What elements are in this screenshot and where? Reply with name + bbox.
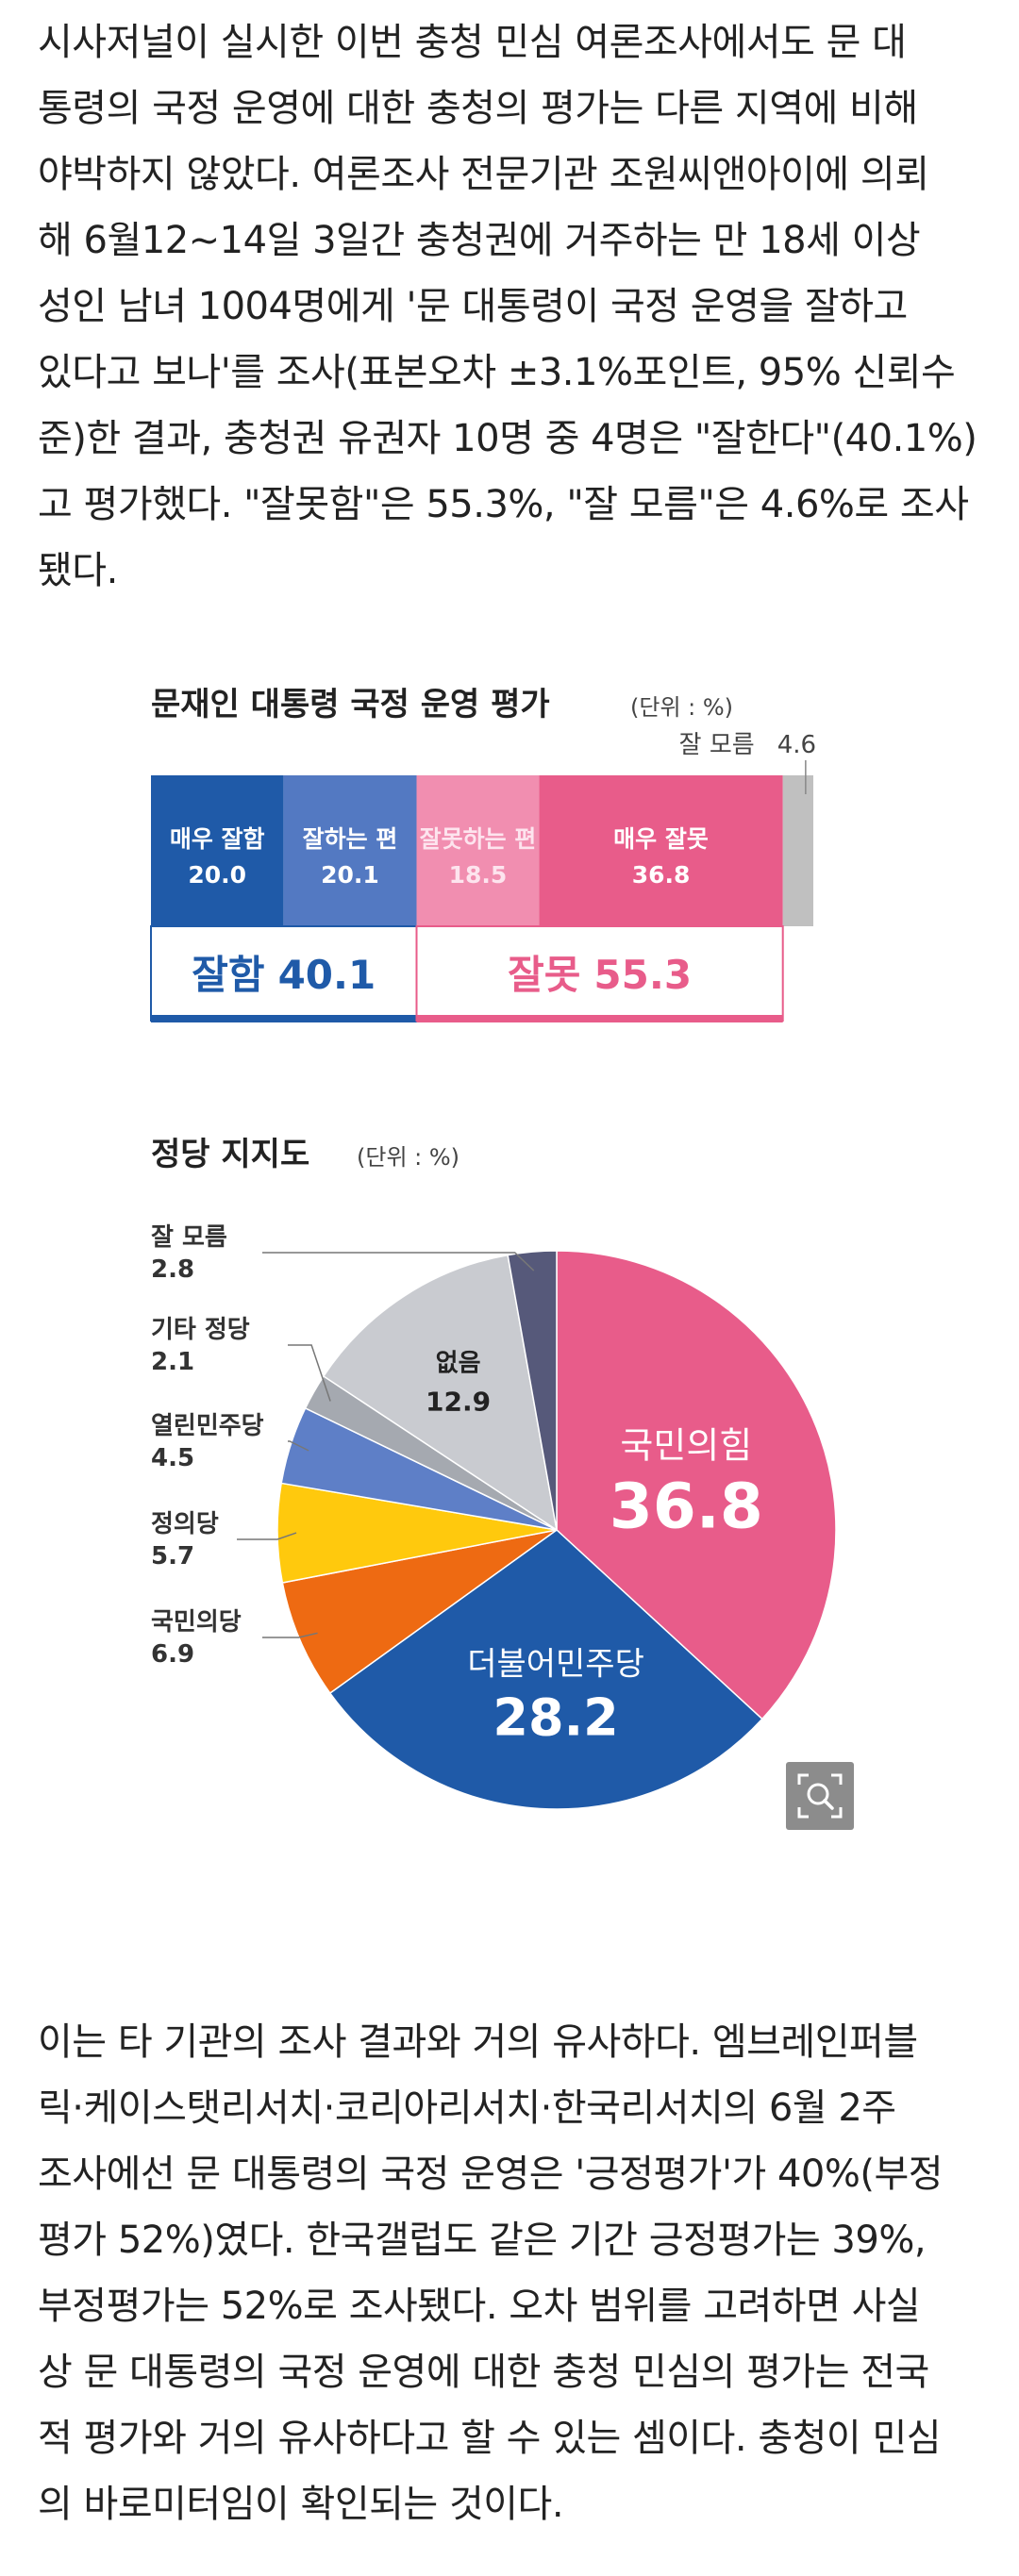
pie-leader-line	[288, 1344, 331, 1402]
pie-leader-line	[262, 1252, 535, 1271]
pie-label-value: 28.2	[493, 1688, 618, 1748]
pie-slice-0	[556, 1250, 837, 1720]
bar-segment-value: 36.8	[632, 861, 691, 889]
zoom-button[interactable]	[786, 1762, 854, 1830]
paragraph-line: 의 바로미터임이 확인되는 것이다.	[38, 2483, 564, 2526]
bar-segment-label: 매우 잘못	[613, 825, 709, 853]
paragraph-line: 통령의 국정 운영에 대한 충청의 평가는 다른 지역에 비해	[38, 87, 918, 130]
pie-outside-name: 국민의당	[151, 1608, 242, 1637]
paragraph-line: 평가 52%)였다. 한국갤럽도 같은 기간 긍정평가는 39%,	[38, 2219, 927, 2262]
pie-label-value: 12.9	[426, 1386, 491, 1417]
bar-chart-unit: (단위 : %)	[630, 694, 733, 721]
group-value: 55.3	[593, 952, 692, 998]
paragraph-line: 성인 남녀 1004명에게 '문 대통령이 국정 운영을 잘하고	[38, 285, 908, 328]
pie-outside-value: 2.1	[151, 1348, 194, 1376]
paragraph-line: 해 6월12~14일 3일간 충청권에 거주하는 만 18세 이상	[38, 219, 921, 262]
bar-unknown-value: 4.6	[777, 731, 816, 759]
bar-segment-0	[151, 775, 284, 926]
bar-segment-label: 잘못하는 편	[420, 825, 537, 853]
group-label-1: 잘못 55.3	[508, 952, 692, 998]
group-label-0: 잘함 40.1	[192, 952, 376, 998]
pie-slice-7	[507, 1250, 558, 1531]
approval-stacked-bar-chart: 문재인 대통령 국정 운영 평가 (단위 : %) 매우 잘함 20.0 잘하는 편 20…	[150, 686, 816, 1022]
pie-label-name: 없음	[436, 1349, 481, 1377]
paragraph-line: 릭·케이스탯리서치·코리아리서치·한국리서치의 6월 2주	[38, 2086, 896, 2130]
pie-label-value: 36.8	[610, 1471, 763, 1543]
group-box-0	[150, 925, 418, 1022]
pie-outside-name: 열린민주당	[151, 1412, 264, 1440]
group-underline-0	[151, 1015, 417, 1022]
pie-slice-6	[322, 1254, 559, 1532]
bar-segment-label: 잘하는 편	[303, 825, 398, 853]
pie-chart-title: 정당 지지도	[151, 1136, 309, 1173]
pie-leader-line	[288, 1440, 309, 1452]
pie-outside-value: 6.9	[151, 1640, 194, 1669]
pie-outside-name: 잘 모름	[151, 1223, 227, 1252]
bar-unknown-label: 잘 모름	[679, 731, 755, 759]
pie-outside-name: 정의당	[151, 1510, 219, 1538]
bar-segment-label: 매우 잘함	[170, 825, 265, 853]
paragraph-line: 상 문 대통령의 국정 운영에 대한 충청 민심의 평가는 전국	[38, 2351, 929, 2394]
pie-label-name: 더불어민주당	[467, 1646, 644, 1684]
pie-outside-value: 5.7	[151, 1542, 194, 1571]
bar-segment-1	[283, 775, 417, 926]
group-underline-1	[416, 1015, 783, 1022]
paragraph-line: 됐다.	[38, 549, 118, 592]
group-name: 잘못	[508, 952, 580, 998]
bar-segment-value: 20.1	[321, 861, 379, 889]
bar-segment-3	[539, 775, 783, 926]
group-value: 40.1	[278, 952, 376, 998]
pie-label-name: 국민의힘	[620, 1425, 752, 1467]
group-box-1	[415, 925, 784, 1022]
paragraph-line: 조사에선 문 대통령의 국정 운영은 '긍정평가'가 40%(부정	[38, 2152, 944, 2196]
paragraph-line: 준)한 결과, 충청권 유권자 10명 중 4명은 "잘한다"(40.1%)	[38, 417, 977, 460]
bar-chart-title: 문재인 대통령 국정 운영 평가	[151, 686, 550, 723]
pie-slice-1	[328, 1529, 763, 1810]
paragraph-line: 부정평가는 52%로 조사됐다. 오차 범위를 고려하면 사실	[38, 2285, 921, 2328]
zoom-icon	[797, 1773, 843, 1819]
pie-leader-line	[237, 1532, 297, 1540]
pie-chart-unit: (단위 : %)	[357, 1144, 459, 1171]
pie-leader-line	[262, 1632, 318, 1638]
bar-segment-2	[416, 775, 540, 926]
paragraph-line: 시사저널이 실시한 이번 충청 민심 여론조사에서도 문 대	[38, 21, 907, 64]
bar-segment-value: 20.0	[188, 861, 246, 889]
pie-outside-value: 4.5	[151, 1444, 194, 1472]
pie-slice-2	[281, 1529, 558, 1695]
group-name: 잘함	[192, 952, 264, 998]
pie-outside-value: 2.8	[151, 1255, 194, 1284]
paragraph-line: 적 평가와 거의 유사하다고 할 수 있는 셈이다. 충청이 민심	[38, 2417, 942, 2460]
bar-segment-value: 18.5	[449, 861, 508, 889]
paragraph-line: 이는 타 기관의 조사 결과와 거의 유사하다. 엠브레인퍼블	[38, 2020, 918, 2064]
paragraph-line: 고 평가했다. "잘못함"은 55.3%, "잘 모름"은 4.6%로 조사	[38, 483, 969, 526]
bar-segment-4	[782, 775, 813, 926]
chart-figure: 문재인 대통령 국정 운영 평가 (단위 : %) 매우 잘함 20.0 잘하는 편 20…	[150, 686, 837, 1810]
paragraph-line: 있다고 보나'를 조사(표본오차 ±3.1%포인트, 95% 신뢰수	[38, 351, 956, 394]
paragraph-line: 야박하지 않았다. 여론조사 전문기관 조원씨앤아이에 의뢰	[38, 153, 929, 196]
pie-outside-name: 기타 정당	[151, 1316, 250, 1344]
